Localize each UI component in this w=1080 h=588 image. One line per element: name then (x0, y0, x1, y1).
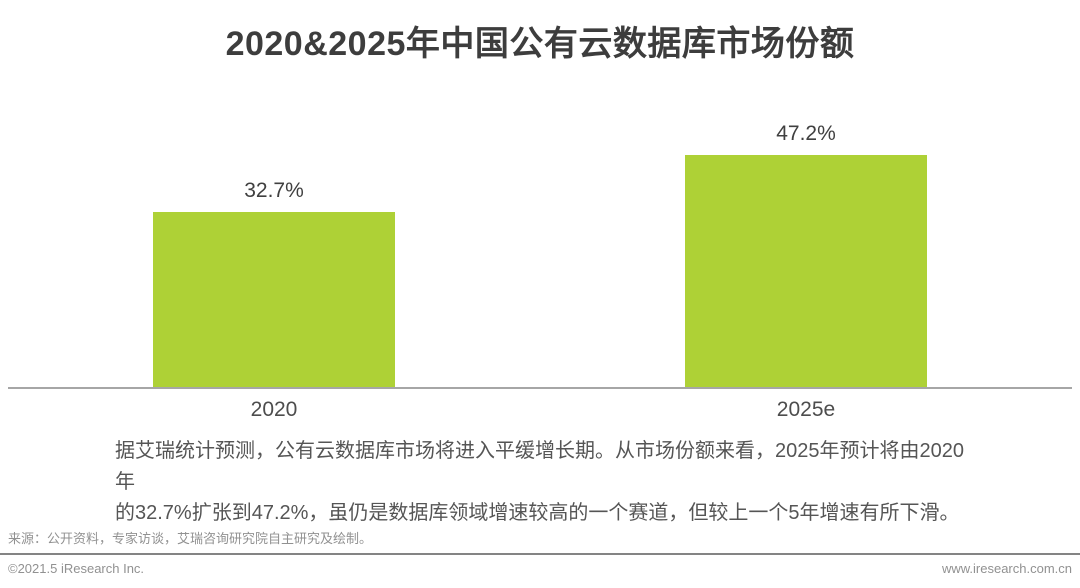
analysis-note-line2: 的32.7%扩张到47.2%，虽仍是数据库领域增速较高的一个赛道，但较上一个5年… (115, 502, 960, 524)
bar-2020 (153, 212, 395, 387)
website-text: www.iresearch.com.cn (941, 561, 1072, 576)
copyright-text: ©2021.5 iResearch Inc. (8, 561, 145, 576)
bar-group-2020: 32.7% (8, 122, 540, 387)
value-label-2025e: 47.2% (776, 122, 836, 145)
x-axis-labels: 2020 2025e (8, 398, 1072, 422)
footer: 来源：公开资料，专家访谈，艾瑞咨询研究院自主研究及绘制。 ©2021.5 iRe… (0, 528, 1080, 576)
bar-chart-plot-area: 32.7% 47.2% (8, 122, 1072, 389)
source-note: 来源：公开资料，专家访谈，艾瑞咨询研究院自主研究及绘制。 (8, 531, 373, 546)
x-axis-label-2025e: 2025e (776, 398, 836, 421)
bar-group-2025e: 47.2% (540, 122, 1072, 387)
footer-divider (0, 553, 1080, 555)
x-axis-label-2020: 2020 (250, 398, 298, 421)
value-label-2020: 32.7% (244, 179, 304, 202)
bar-2025e (685, 155, 927, 387)
analysis-note: 据艾瑞统计预测，公有云数据库市场将进入平缓增长期。从市场份额来看，2025年预计… (115, 436, 967, 529)
chart-title: 2020&2025年中国公有云数据库市场份额 (225, 25, 855, 63)
footer-bottom-row: ©2021.5 iResearch Inc. www.iresearch.com… (0, 555, 1080, 576)
analysis-note-line1: 据艾瑞统计预测，公有云数据库市场将进入平缓增长期。从市场份额来看，2025年预计… (115, 440, 964, 493)
